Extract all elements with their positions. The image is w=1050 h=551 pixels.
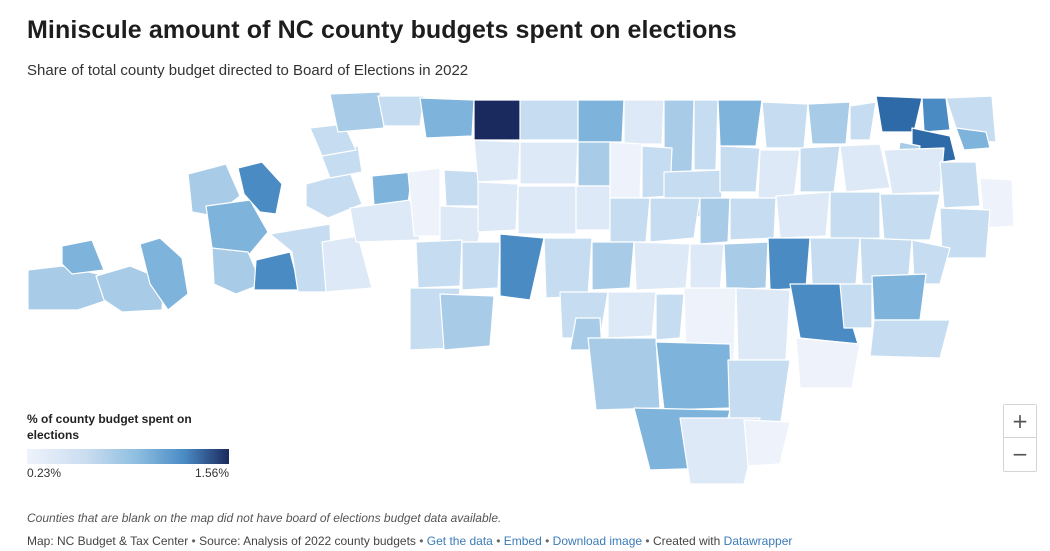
county-region[interactable]	[775, 191, 831, 239]
zoom-in-button[interactable]: +	[1004, 405, 1036, 438]
county-region[interactable]	[623, 99, 665, 145]
county-region[interactable]	[321, 235, 373, 293]
download-image-link[interactable]: Download image	[552, 534, 643, 548]
county-region[interactable]	[799, 145, 841, 193]
zoom-controls: + −	[1003, 404, 1037, 472]
footer-separator: •	[645, 534, 650, 548]
county-region[interactable]	[717, 99, 763, 147]
county-region[interactable]	[879, 193, 941, 241]
county-region[interactable]	[517, 185, 577, 235]
county-region[interactable]	[693, 99, 719, 171]
county-region[interactable]	[875, 95, 923, 133]
county-region[interactable]	[377, 95, 425, 127]
county-region[interactable]	[655, 293, 685, 341]
county-region[interactable]	[139, 237, 189, 311]
zoom-out-button[interactable]: −	[1004, 438, 1036, 471]
county-region[interactable]	[269, 223, 333, 293]
county-region[interactable]	[939, 161, 981, 209]
county-region[interactable]	[939, 207, 991, 259]
datawrapper-link[interactable]: Datawrapper	[723, 534, 793, 548]
county-region[interactable]	[609, 197, 651, 243]
county-region[interactable]	[211, 247, 263, 295]
county-region[interactable]	[699, 197, 731, 245]
county-region[interactable]	[807, 101, 851, 145]
county-region[interactable]	[729, 197, 777, 241]
footer-separator: •	[191, 534, 196, 548]
county-region[interactable]	[205, 199, 269, 257]
county-region[interactable]	[869, 319, 951, 359]
county-region[interactable]	[767, 237, 811, 291]
county-region[interactable]	[577, 99, 625, 143]
county-region[interactable]	[679, 417, 761, 485]
county-region[interactable]	[61, 239, 105, 275]
get-the-data-link[interactable]: Get the data	[426, 534, 493, 548]
county-region[interactable]	[499, 233, 545, 301]
county-region[interactable]	[473, 139, 521, 183]
county-region[interactable]	[649, 197, 701, 243]
county-region[interactable]	[809, 237, 861, 285]
legend-gradient-bar	[27, 449, 229, 464]
footer-credit: Map: NC Budget & Tax Center	[27, 534, 189, 548]
county-region[interactable]	[655, 341, 733, 411]
county-region[interactable]	[761, 101, 809, 149]
county-region[interactable]	[587, 337, 661, 411]
county-region[interactable]	[577, 141, 611, 187]
county-region[interactable]	[757, 149, 801, 199]
county-region[interactable]	[473, 99, 523, 141]
county-region[interactable]	[795, 337, 861, 389]
page-title: Miniscule amount of NC county budgets sp…	[27, 16, 737, 44]
color-legend: % of county budget spent on elections 0.…	[27, 411, 237, 482]
embed-link[interactable]: Embed	[503, 534, 542, 548]
county-region[interactable]	[419, 97, 475, 139]
county-region[interactable]	[591, 241, 635, 291]
county-region[interactable]	[329, 91, 385, 133]
county-region[interactable]	[349, 199, 421, 243]
legend-title: % of county budget spent on elections	[27, 412, 192, 442]
county-region[interactable]	[477, 181, 519, 233]
map-svg[interactable]	[0, 88, 1050, 498]
county-region[interactable]	[911, 239, 951, 285]
footer-separator: •	[419, 534, 424, 548]
county-region[interactable]	[883, 147, 945, 195]
county-region[interactable]	[237, 161, 283, 215]
nc-county-map[interactable]	[0, 88, 1050, 498]
county-region[interactable]	[829, 191, 881, 241]
county-region[interactable]	[27, 265, 109, 311]
footer-separator: •	[496, 534, 501, 548]
footer-source: Source: Analysis of 2022 county budgets	[199, 534, 416, 548]
county-region[interactable]	[407, 167, 441, 237]
county-region[interactable]	[575, 185, 611, 231]
map-note: Counties that are blank on the map did n…	[27, 511, 502, 525]
legend-labels: 0.23% 1.56%	[27, 466, 229, 482]
county-region[interactable]	[439, 293, 495, 351]
page-subtitle: Share of total county budget directed to…	[27, 62, 469, 79]
county-region[interactable]	[689, 243, 725, 295]
county-region[interactable]	[633, 241, 691, 291]
footer: Map: NC Budget & Tax Center • Source: An…	[27, 534, 792, 548]
county-region[interactable]	[735, 287, 791, 361]
legend-max-label: 1.56%	[194, 466, 229, 480]
county-region[interactable]	[519, 99, 579, 141]
footer-separator: •	[545, 534, 550, 548]
county-region[interactable]	[607, 291, 657, 339]
county-region[interactable]	[849, 101, 877, 141]
county-region[interactable]	[871, 273, 927, 321]
county-region[interactable]	[519, 141, 579, 185]
county-region[interactable]	[95, 265, 165, 313]
county-region[interactable]	[839, 143, 891, 193]
county-region[interactable]	[955, 127, 991, 151]
county-region[interactable]	[743, 419, 791, 467]
county-region[interactable]	[543, 237, 593, 299]
county-region[interactable]	[723, 241, 769, 291]
legend-min-label: 0.23%	[27, 466, 62, 480]
county-region[interactable]	[415, 239, 463, 289]
created-with-text: Created with	[652, 534, 721, 548]
county-region[interactable]	[839, 283, 873, 329]
county-region[interactable]	[719, 145, 761, 193]
county-region[interactable]	[461, 241, 501, 291]
county-region[interactable]	[609, 141, 643, 199]
county-region[interactable]	[921, 97, 951, 133]
